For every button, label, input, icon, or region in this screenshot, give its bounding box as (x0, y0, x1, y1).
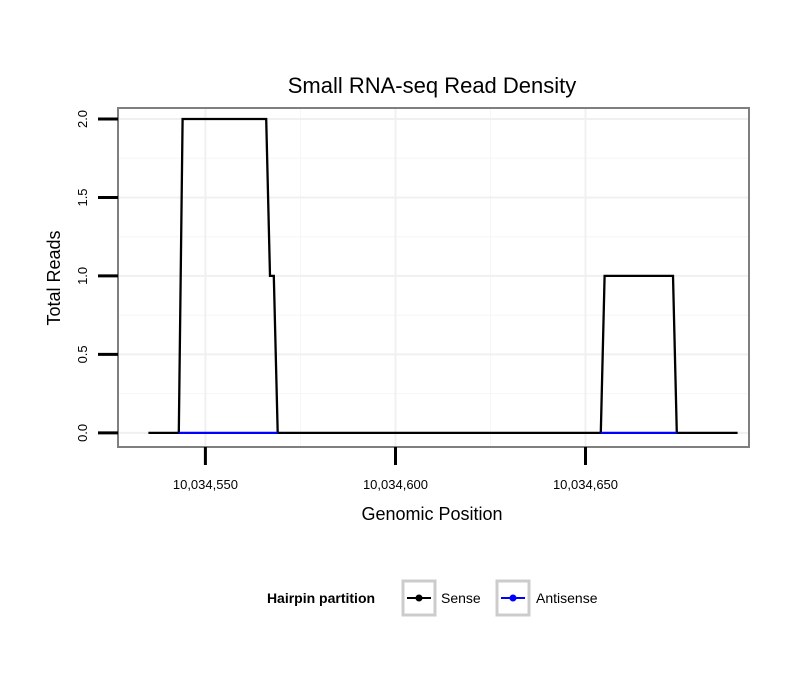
y-tick-label: 0.0 (75, 424, 90, 442)
legend-label-antisense: Antisense (536, 590, 598, 606)
x-tick-label: 10,034,650 (553, 477, 618, 492)
series-line-sense (148, 117, 738, 435)
legend-label-sense: Sense (441, 590, 481, 606)
y-axis: 0.0 0.5 1.0 1.5 2.0 (75, 110, 118, 442)
legend-item-sense[interactable]: Sense (401, 579, 481, 617)
y-tick-label: 2.0 (75, 110, 90, 128)
plot-panel (117, 107, 750, 448)
legend-title: Hairpin partition (267, 590, 375, 606)
x-axis-title: Genomic Position (361, 504, 502, 524)
y-tick-label: 1.0 (75, 267, 90, 285)
y-tick-label: 0.5 (75, 345, 90, 363)
legend: Hairpin partition Sense Antisense (267, 579, 598, 617)
legend-key-point-sense (415, 594, 423, 602)
x-tick-label: 10,034,600 (363, 477, 428, 492)
y-axis-title: Total Reads (44, 230, 64, 325)
x-axis: 10,034,550 10,034,600 10,034,650 (173, 447, 618, 492)
chart-title: Small RNA-seq Read Density (288, 73, 577, 98)
series (148, 117, 738, 435)
legend-item-antisense[interactable]: Antisense (495, 579, 598, 617)
legend-key-point-antisense (509, 594, 517, 602)
y-tick-label: 1.5 (75, 188, 90, 206)
x-tick-label: 10,034,550 (173, 477, 238, 492)
